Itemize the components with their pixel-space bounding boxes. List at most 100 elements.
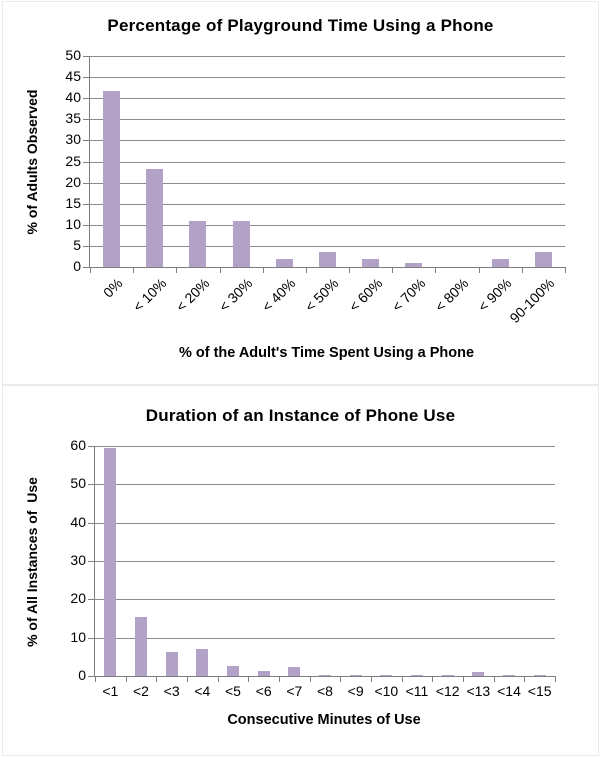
gridline [90,224,565,226]
gridline [95,522,555,524]
gridline [90,182,565,184]
bar [135,617,147,676]
x-tick-mark [90,267,91,273]
y-tick-mark [83,119,90,121]
bar [535,252,552,267]
bar [166,652,178,676]
x-tick-mark [349,267,350,273]
y-tick-mark [83,161,90,163]
y-tick-mark [83,267,90,268]
bar [405,263,422,267]
y-tick-label: 0 [73,258,81,274]
gridline [95,599,555,601]
y-tick-label: 40 [65,89,81,106]
y-tick-mark [83,245,90,247]
bar [288,667,300,676]
x-tick-mark [479,267,480,273]
x-tick-label: <1 [102,683,119,699]
x-tick-mark [218,676,219,682]
y-tick-mark [83,224,90,226]
y-tick-label: 20 [70,590,86,607]
plot-area: 0 10 20 30 40 50 60 <1 <2 <3 <4 <5 <6 <7 <8 <9 <10 <11 <12… [70,437,556,699]
chart-title: Duration of an Instance of Phone Use [145,406,456,425]
bar [258,671,270,676]
x-tick-mark [133,267,134,273]
x-tick-label: < 70% [388,275,429,315]
x-tick-label: < 20% [172,275,213,315]
y-tick-mark [88,637,95,639]
bar [411,675,423,676]
gridline [95,637,555,639]
y-tick-label: 10 [70,628,86,645]
x-tick-mark [565,267,566,273]
x-tick-mark [95,676,96,682]
y-tick-mark [88,446,95,447]
x-tick-mark [432,676,433,682]
x-tick-mark [494,676,495,682]
x-tick-label: < 10% [129,275,170,315]
bar [472,672,484,676]
x-tick-mark [248,676,249,682]
chart-panel-playground-time: Percentage of Playground Time Using a Ph… [2,1,599,385]
x-tick-mark [306,267,307,273]
y-tick-label: 25 [65,152,81,169]
y-tick-label: 30 [70,552,86,568]
x-tick-label: < 80% [431,275,472,315]
y-tick-mark [83,182,90,184]
y-tick-mark [88,561,95,562]
y-tick-mark [83,77,90,79]
bar [503,675,515,676]
y-tick-mark [83,140,90,142]
bar [103,91,120,267]
gridline [90,56,565,57]
y-tick-label: 10 [65,215,81,232]
y-tick-label: 5 [73,236,81,253]
gridline [95,484,555,486]
x-tick-label: < 30% [215,275,256,315]
x-tick-label: <12 [435,683,460,699]
x-tick-label: <15 [527,683,552,699]
x-axis-title: % of the Adult's Time Spent Using a Phon… [178,345,475,361]
y-tick-label: 50 [70,475,86,492]
x-tick-mark [402,676,403,682]
x-tick-label: <8 [317,683,333,699]
bar [492,259,509,267]
bar [189,221,206,267]
x-tick-label: < 50% [302,275,342,315]
x-tick-mark [371,676,372,682]
x-tick-mark [463,676,464,682]
x-tick-mark [176,267,177,273]
gridline [90,161,565,163]
y-tick-mark [88,484,95,486]
y-tick-label: 45 [65,68,81,85]
gridline [90,77,565,79]
x-tick-label: 0% [100,275,126,301]
gridline [90,119,565,121]
x-tick-label: < 60% [345,275,386,315]
y-tick-label: 50 [65,47,81,63]
bar [534,675,546,676]
bar [276,259,293,267]
bar [104,448,116,676]
y-tick-label: 15 [65,194,81,211]
x-tick-mark [187,676,188,682]
bar [380,675,392,676]
x-tick-mark [279,676,280,682]
gridline [95,561,555,562]
x-tick-label: <11 [405,683,429,699]
chart-title: Percentage of Playground Time Using a Ph… [107,16,494,35]
y-tick-mark [83,98,90,100]
y-tick-label: 0 [78,667,86,683]
x-tick-label: <14 [497,683,521,699]
x-tick-label: <9 [347,683,364,699]
bar [233,221,250,267]
y-tick-mark [83,56,90,57]
x-tick-mark [392,267,393,273]
x-tick-mark [340,676,341,682]
bar [319,675,331,676]
gridline [95,446,555,447]
gridline [90,245,565,247]
gridline [90,203,565,205]
gridline [90,98,565,100]
bar [362,259,379,267]
